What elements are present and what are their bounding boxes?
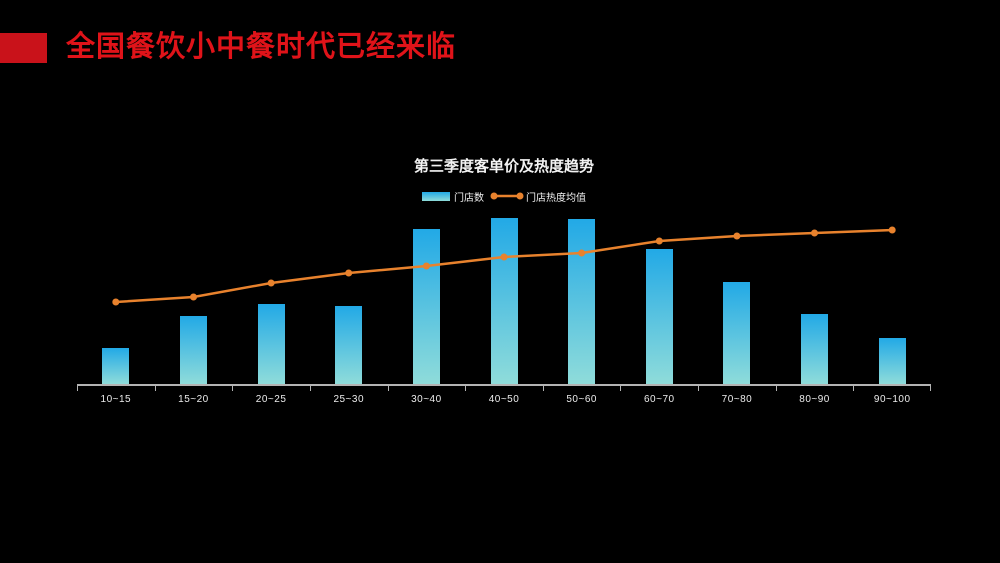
plot-area	[77, 207, 931, 386]
axis-tick	[154, 386, 156, 391]
x-axis-labels: 10~15 15~20 20~25 25~30 30~40 40~50 50~60 60~70…	[77, 394, 931, 405]
axis-tick	[387, 386, 389, 391]
bar-slot	[776, 207, 854, 384]
bar-slot	[620, 207, 698, 384]
bar-slot	[388, 207, 466, 384]
x-axis-label: 50~60	[566, 394, 597, 405]
bar-slot	[853, 207, 931, 384]
x-axis	[77, 386, 931, 391]
axis-tick	[853, 386, 855, 391]
chart-title: 第三季度客单价及热度趋势	[413, 158, 594, 175]
x-axis-label: 90~100	[873, 394, 911, 405]
x-axis-label: 25~30	[333, 394, 365, 405]
bar-20~25	[257, 304, 285, 384]
legend-line-label: 门店热度均值	[526, 192, 586, 204]
axis-tick	[542, 386, 544, 391]
bar-slot	[698, 207, 776, 384]
bar-slot	[543, 207, 621, 384]
bar-70~80	[723, 282, 751, 384]
x-axis-label: 30~40	[411, 394, 442, 405]
axis-tick	[309, 386, 311, 391]
bar-10~15	[102, 348, 130, 384]
axis-tick	[698, 386, 700, 391]
slide-title: 全国餐饮小中餐时代已经来临	[66, 31, 457, 63]
x-axis-label: 20~25	[255, 394, 287, 405]
axis-tick	[930, 386, 931, 391]
x-axis-label: 80~90	[799, 394, 830, 405]
x-axis-label: 15~20	[178, 394, 209, 405]
x-axis-label: 70~80	[721, 394, 753, 405]
bars-layer	[77, 207, 931, 384]
bar-40~50	[490, 218, 518, 384]
bar-30~40	[412, 229, 440, 384]
bar-90~100	[878, 338, 906, 384]
bar-slot	[155, 207, 233, 384]
axis-tick	[465, 386, 467, 391]
axis-tick	[77, 386, 78, 391]
x-axis-label: 40~50	[488, 394, 520, 405]
title-accent-block	[0, 33, 47, 63]
x-axis-label: 10~15	[100, 394, 132, 405]
bar-series-swatch-icon	[422, 191, 450, 201]
bar-slot	[465, 207, 543, 384]
axis-tick	[775, 386, 777, 391]
bar-50~60	[568, 219, 596, 384]
bar-25~30	[335, 306, 363, 384]
axis-tick	[232, 386, 234, 391]
line-series-glyph-icon	[490, 192, 524, 200]
bar-80~90	[801, 314, 829, 384]
bar-15~20	[179, 316, 207, 384]
bar-slot	[77, 207, 155, 384]
x-axis-label: 60~70	[644, 394, 675, 405]
legend-item-bar-series: 门店数	[422, 189, 484, 204]
legend-item-line-series: 门店热度均值	[484, 189, 586, 204]
axis-tick	[620, 386, 622, 391]
chart: 第三季度客单价及热度趋势 门店数 门店热度均值 10~15 15~20 20~25 2…	[77, 155, 931, 405]
bar-60~70	[645, 249, 673, 384]
bar-slot	[310, 207, 388, 384]
legend-bar-label: 门店数	[454, 192, 484, 204]
chart-legend: 门店数 门店热度均值	[77, 189, 931, 204]
bar-slot	[232, 207, 310, 384]
